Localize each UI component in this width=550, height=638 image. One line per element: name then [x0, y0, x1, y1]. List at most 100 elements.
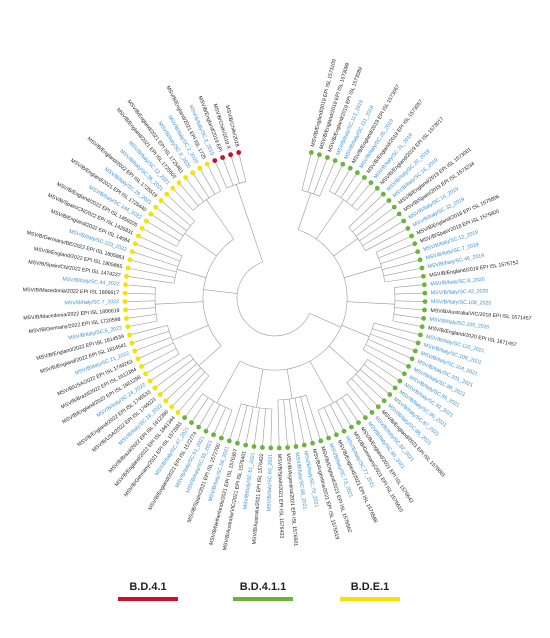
- leaf-dot: [143, 371, 149, 377]
- branch: [344, 266, 382, 278]
- leaf-dot: [196, 424, 202, 430]
- branch: [198, 401, 215, 428]
- branch: [270, 408, 273, 448]
- branch-arc: [176, 220, 196, 247]
- branch: [155, 301, 204, 305]
- branch-arc: [154, 287, 158, 322]
- branch: [155, 206, 187, 231]
- branch-arc: [236, 261, 310, 337]
- leaf-dot: [340, 161, 346, 167]
- branch: [221, 409, 233, 439]
- branch: [309, 313, 341, 328]
- leaf-dot: [417, 257, 423, 263]
- branch: [355, 373, 385, 402]
- leaf-dot: [163, 398, 169, 404]
- leaf-dot: [317, 152, 322, 158]
- branch: [126, 276, 175, 284]
- branch: [305, 395, 321, 441]
- leaf-dot: [203, 428, 209, 434]
- branch: [154, 358, 194, 389]
- branch: [145, 353, 180, 375]
- branch: [328, 345, 359, 373]
- branch: [384, 276, 424, 283]
- branch: [383, 267, 423, 277]
- leaf-label: MSV/B/Italy/SC.8_2020: [430, 277, 485, 288]
- branch: [382, 259, 421, 270]
- legend-swatch: [118, 597, 178, 601]
- branch: [160, 200, 191, 227]
- branches: [124, 152, 426, 448]
- legend-label: B.D.4.1: [129, 581, 166, 593]
- branch: [171, 371, 206, 408]
- leaf-dot: [412, 241, 418, 247]
- branch: [362, 220, 404, 246]
- branch: [203, 289, 238, 294]
- branch: [367, 359, 401, 382]
- branch: [125, 292, 156, 295]
- branch: [355, 206, 395, 237]
- branch: [380, 251, 418, 264]
- leaf-dot: [381, 398, 387, 404]
- leaf-dot: [293, 444, 299, 449]
- leaf-dot: [419, 265, 425, 271]
- branch: [141, 348, 177, 367]
- leaf-dot: [405, 226, 411, 231]
- leaf-dot: [380, 191, 386, 197]
- branch: [253, 407, 260, 447]
- branch: [125, 284, 156, 288]
- leaf-dot: [422, 282, 427, 288]
- branch: [238, 152, 247, 182]
- branch: [146, 220, 180, 242]
- branch: [341, 325, 370, 337]
- branch: [307, 154, 320, 193]
- legend-swatch: [233, 597, 293, 601]
- branch: [340, 172, 358, 198]
- leaf-dot: [123, 282, 128, 288]
- leaf-dot: [308, 150, 314, 155]
- leaf-dot: [285, 445, 290, 450]
- leaf-dot: [422, 290, 428, 296]
- leaf-dot: [406, 364, 411, 369]
- branch: [352, 200, 390, 232]
- branch: [141, 228, 177, 247]
- leaf-dot: [374, 185, 380, 191]
- leaf-dot: [122, 299, 128, 304]
- branch: [277, 399, 280, 448]
- branch: [334, 168, 351, 195]
- branch: [229, 403, 242, 441]
- legend-label: B.D.4.1.1: [240, 581, 286, 593]
- branch: [177, 269, 206, 278]
- branch: [185, 177, 204, 202]
- leaf-dot: [189, 420, 194, 425]
- leaf-dot: [347, 165, 353, 171]
- branch: [222, 157, 234, 186]
- branch: [283, 399, 288, 448]
- leaf-dot: [401, 218, 407, 224]
- branch: [206, 164, 221, 192]
- branch: [177, 375, 210, 413]
- leaf-dot: [220, 155, 226, 160]
- branch: [300, 396, 313, 444]
- leaf-dot: [260, 445, 265, 450]
- leaf-dot: [418, 332, 423, 338]
- branch: [160, 363, 198, 395]
- branch: [365, 228, 409, 251]
- leaf-dot: [204, 161, 210, 167]
- branch: [127, 267, 176, 278]
- leaf-dot: [190, 170, 196, 176]
- leaf-dot: [132, 241, 138, 247]
- branch-arc: [202, 238, 234, 347]
- branch: [245, 406, 254, 446]
- leaf-dot: [326, 435, 331, 441]
- branch: [394, 300, 426, 302]
- branch: [205, 404, 221, 432]
- branch: [213, 407, 227, 435]
- branch: [150, 213, 184, 237]
- branch: [178, 182, 199, 206]
- leaf-dot: [349, 424, 354, 430]
- branch: [236, 184, 253, 230]
- branch: [346, 177, 365, 202]
- branch-arc: [317, 393, 348, 411]
- branch: [329, 164, 344, 192]
